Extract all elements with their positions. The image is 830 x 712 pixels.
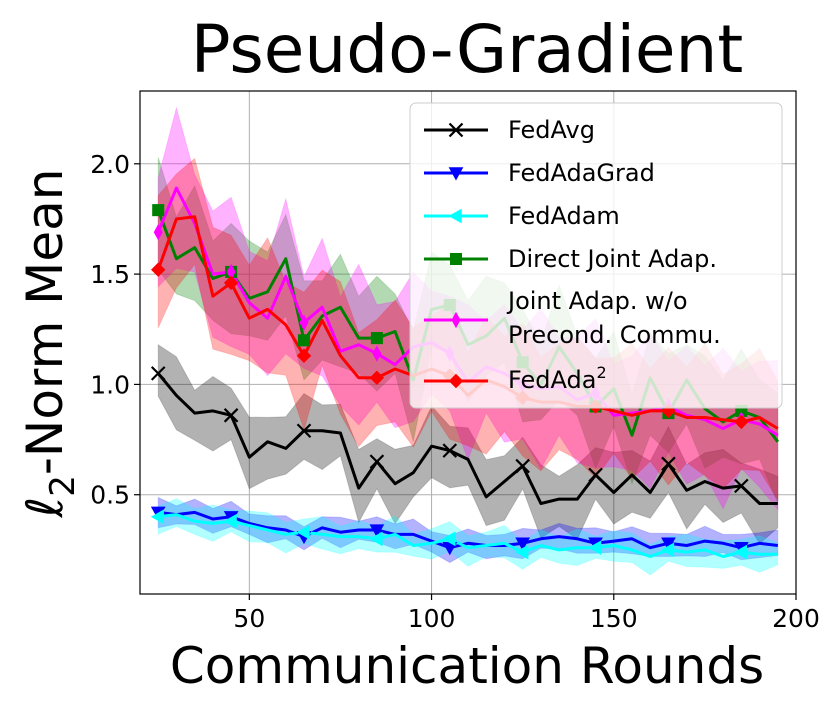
- x-tick-label: 50: [233, 604, 265, 633]
- series-marker-0: [515, 458, 530, 474]
- series-marker-2: [223, 513, 237, 529]
- series-line-1: [158, 510, 778, 550]
- legend-marker-2: [448, 208, 462, 224]
- series-marker-4: [153, 223, 163, 241]
- legend-marker-1: [448, 167, 464, 181]
- series-marker-5: [223, 275, 239, 291]
- legend-marker-4: [451, 311, 461, 329]
- series-marker-2: [150, 509, 164, 525]
- legend-label-fedada2: FedAda2: [508, 363, 607, 394]
- series-marker-1: [369, 524, 385, 538]
- legend: FedAvg FedAdaGrad FedAdam Direct Joint A…: [409, 102, 783, 409]
- x-tick-label: 100: [408, 604, 456, 633]
- legend-label-fedada2-sup: 2: [596, 363, 606, 382]
- series-marker-2: [515, 544, 529, 560]
- y-axis-label-subscript: 2: [43, 475, 83, 497]
- legend-label-fedavg: FedAvg: [508, 116, 595, 144]
- series-marker-0: [223, 408, 239, 423]
- series-marker-2: [588, 540, 602, 556]
- y-ticks: 0.5 1.0 1.5 2.0: [90, 150, 140, 510]
- legend-box: [409, 102, 783, 409]
- x-ticks: 50 100 150 200: [233, 594, 820, 633]
- series-line-2: [158, 513, 778, 558]
- y-tick-label: 1.0: [90, 370, 130, 399]
- y-tick-label: 2.0: [90, 150, 130, 179]
- series-marker-0: [442, 443, 458, 458]
- legend-label-fedadagrad: FedAdaGrad: [508, 159, 655, 187]
- x-axis-label: Communication Rounds: [170, 637, 764, 695]
- series-marker-2: [733, 544, 748, 560]
- series-marker-2: [660, 542, 675, 558]
- chart-title: Pseudo-Gradient: [191, 11, 743, 88]
- series-marker-5: [296, 348, 312, 363]
- series-marker-0: [734, 478, 749, 494]
- series-marker-0: [369, 454, 385, 469]
- series-marker-0: [296, 423, 312, 439]
- series-marker-4: [372, 345, 382, 362]
- legend-marker-3: [449, 252, 463, 266]
- legend-label-direct-joint-adap: Direct Joint Adap.: [508, 245, 717, 273]
- series-band-0: [157, 343, 779, 545]
- series-marker-4: [299, 314, 309, 331]
- series-marker-2: [442, 531, 456, 547]
- series-marker-3: [370, 332, 383, 345]
- x-tick-label: 150: [590, 604, 638, 633]
- y-tick-label: 1.5: [90, 260, 130, 289]
- series-marker-2: [296, 524, 310, 540]
- series-marker-5: [151, 262, 166, 277]
- y-axis-label-symbol: ℓ: [16, 497, 74, 519]
- series-marker-5: [369, 370, 385, 386]
- legend-label-joint-line-1: Joint Adap. w/o: [506, 287, 688, 315]
- legend-label-fedadam: FedAdam: [508, 202, 620, 230]
- series-marker-0: [150, 366, 166, 381]
- legend-label-joint-adap-wo-precond: Joint Adap. w/o Precond. Commu.: [506, 287, 721, 349]
- series-marker-0: [661, 456, 676, 472]
- series-marker-0: [588, 467, 603, 483]
- legend-label-fedada2-main: FedAda: [508, 366, 596, 394]
- plot-frame: [139, 90, 797, 595]
- series-marker-3: [152, 204, 165, 217]
- legend-marker-0: [448, 122, 464, 138]
- series-marker-1: [515, 537, 531, 551]
- y-tick-label: 0.5: [90, 481, 130, 510]
- legend-marker-5: [448, 373, 464, 389]
- series-marker-2: [369, 531, 383, 547]
- y-axis-label-rest: -Norm Mean: [16, 169, 74, 476]
- y-axis-label: ℓ2-Norm Mean: [16, 169, 83, 519]
- series-marker-5: [734, 414, 749, 430]
- series-marker-3: [297, 334, 311, 347]
- x-tick-label: 200: [772, 604, 820, 633]
- legend-label-joint-line-2: Precond. Commu.: [508, 321, 721, 349]
- series-line-0: [157, 372, 778, 505]
